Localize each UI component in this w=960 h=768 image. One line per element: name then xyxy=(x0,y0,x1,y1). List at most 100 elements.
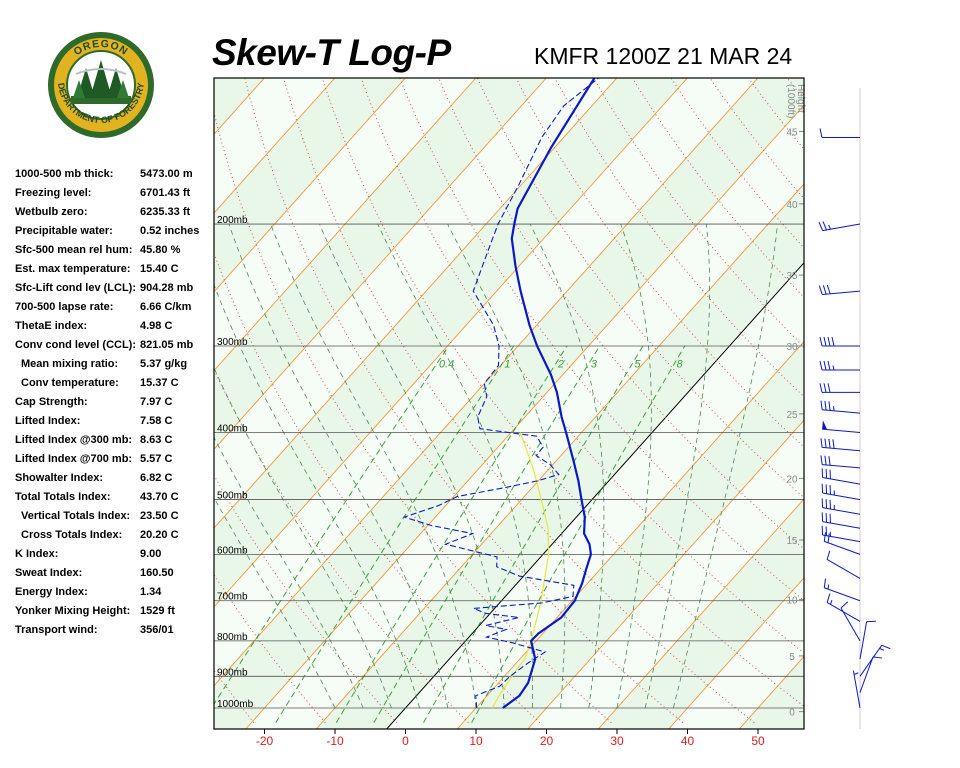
index-row: Conv cond level (CCL): 821.05 mb xyxy=(15,339,210,358)
index-value: 5473.00 m xyxy=(140,168,193,180)
mixing-ratio-line xyxy=(373,345,601,723)
index-label: Yonker Mixing Height: xyxy=(15,605,131,617)
index-value: 23.50 C xyxy=(140,510,179,522)
height-tick-label: 45 xyxy=(786,127,798,138)
index-row: Vertical Totals Index: 23.50 C xyxy=(15,510,210,529)
wind-barb-staff xyxy=(822,464,861,469)
pressure-label: 600mb xyxy=(217,545,248,556)
height-tick-label: 5 xyxy=(789,652,795,663)
wind-barb xyxy=(821,512,861,529)
index-row: Est. max temperature: 15.40 C xyxy=(15,263,210,282)
pressure-label: 900mb xyxy=(217,667,248,678)
index-label: 1000-500 mb thick: xyxy=(15,168,114,180)
moist-adiabat xyxy=(214,496,336,709)
x-tick-label: 40 xyxy=(681,734,695,748)
wind-barb-feather xyxy=(823,336,827,347)
wind-barb-half-feather xyxy=(879,648,884,651)
wind-barb-feather xyxy=(826,284,831,294)
wind-barb-feather xyxy=(828,438,831,449)
wind-barb xyxy=(820,438,861,452)
wind-barb xyxy=(823,532,861,555)
x-tick-label: -10 xyxy=(326,734,344,748)
wind-barb-half-feather xyxy=(853,672,859,675)
index-row: Wetbulb zero: 6235.33 ft xyxy=(15,206,210,225)
height-axis-title: Height(1000ft) xyxy=(785,84,806,118)
x-tick-label: 0 xyxy=(402,734,409,748)
wind-barb-feather xyxy=(826,550,831,560)
parcel-trace xyxy=(491,432,550,709)
index-label: ThetaE index: xyxy=(15,320,88,332)
index-value: 904.28 mb xyxy=(140,282,194,294)
index-label: Freezing level: xyxy=(15,187,92,199)
index-label: Showalter Index: xyxy=(15,472,104,484)
index-label: Energy Index: xyxy=(15,586,88,598)
wind-barb-staff xyxy=(859,621,868,660)
wind-barb-feather xyxy=(822,285,827,295)
index-label: Mean mixing ratio: xyxy=(21,358,119,370)
wind-barb-feather xyxy=(832,439,835,449)
wind-barb-half-feather xyxy=(832,406,835,411)
index-label: Lifted Index @300 mb: xyxy=(15,434,133,446)
wind-barb xyxy=(823,578,861,602)
wind-barb-feather xyxy=(827,383,831,393)
isotherm xyxy=(315,183,804,729)
wind-barb-staff xyxy=(840,607,861,642)
index-value: 7.58 C xyxy=(140,415,173,427)
x-tick-label: 30 xyxy=(610,734,624,748)
pressure-label: 300mb xyxy=(217,337,248,348)
isotherm xyxy=(0,78,123,729)
index-row: ThetaE index: 4.98 C xyxy=(15,320,210,339)
index-row: Sfc-Lift cond lev (LCL): 904.28 mb xyxy=(15,282,210,301)
index-value: 0.52 inches xyxy=(140,225,200,237)
index-value: 9.00 xyxy=(140,548,162,560)
wind-barb-staff xyxy=(826,602,861,622)
index-value: 6.82 C xyxy=(140,472,173,484)
wind-barb-staff xyxy=(822,290,861,295)
isotherm xyxy=(214,78,477,372)
height-tick-label: 25 xyxy=(786,410,798,421)
isotherm xyxy=(0,78,194,729)
wind-barb-staff xyxy=(859,644,883,677)
dry-adiabat xyxy=(438,78,804,550)
index-label: Sweat Index: xyxy=(15,567,83,579)
wind-barb xyxy=(821,498,861,515)
isotherm xyxy=(214,78,547,451)
index-value: 1.34 xyxy=(140,586,162,598)
zero-isotherm xyxy=(386,261,804,729)
index-row: Lifted Index @300 mb: 8.63 C xyxy=(15,434,210,453)
wind-barb xyxy=(859,644,891,677)
wind-barb-feather xyxy=(828,401,831,411)
index-value: 160.50 xyxy=(140,567,174,579)
dry-adiabat xyxy=(214,251,541,724)
index-row: Transport wind: 356/01 xyxy=(15,624,210,643)
index-value: 1529 ft xyxy=(140,605,175,617)
x-tick-label: 20 xyxy=(540,734,554,748)
wind-barb-feather xyxy=(823,532,826,542)
index-label: Vertical Totals Index: xyxy=(21,510,131,522)
wind-barb xyxy=(820,400,861,414)
index-label: Precipitable water: xyxy=(15,225,113,237)
temperature-profile xyxy=(502,78,596,709)
dry-adiabat xyxy=(214,368,469,724)
wind-barb-feather xyxy=(822,221,827,231)
index-row: K Index: 9.00 xyxy=(15,548,210,567)
index-row: Cap Strength: 7.97 C xyxy=(15,396,210,415)
height-tick-label: 40 xyxy=(786,200,798,211)
index-label: Sfc-Lift cond lev (LCL): xyxy=(15,282,136,294)
wind-barb-feather xyxy=(840,601,849,609)
index-label: Transport wind: xyxy=(15,624,98,636)
index-value: 6.66 C/km xyxy=(140,301,192,313)
mixing-ratio-label: 0.4 xyxy=(439,358,454,370)
index-label: Cap Strength: xyxy=(15,396,88,408)
index-row: Sweat Index: 160.50 xyxy=(15,567,210,586)
wind-barb-staff xyxy=(822,409,861,414)
index-value: 5.57 C xyxy=(140,453,173,465)
plot-frame xyxy=(213,77,805,730)
index-label: K Index: xyxy=(15,548,59,560)
mixing-ratio-label: 1 xyxy=(504,358,510,370)
index-value: 6701.43 ft xyxy=(140,187,191,199)
wind-barb-staff xyxy=(824,540,861,555)
index-label: Sfc-500 mean rel hum: xyxy=(15,244,133,256)
index-value: 45.80 % xyxy=(140,244,181,256)
wind-barb xyxy=(821,483,861,501)
